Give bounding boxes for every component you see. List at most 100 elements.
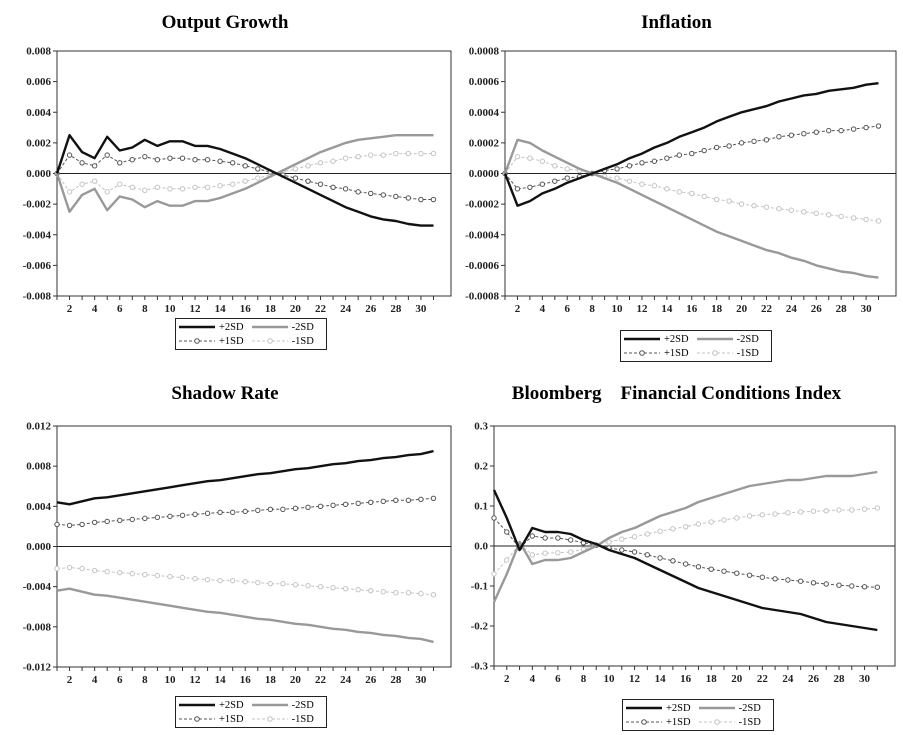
x-tick-label: 8 (589, 303, 595, 315)
data-point (104, 568, 110, 575)
legend-item: -1SD (251, 713, 314, 725)
data-point (746, 572, 753, 578)
chart-title: Shadow Rate (171, 383, 279, 404)
y-tick-label: 0.000 (26, 168, 51, 180)
data-point (305, 504, 311, 511)
data-point (776, 206, 782, 212)
legend-item: -2SD (698, 702, 761, 714)
data-point (567, 537, 574, 543)
data-point (292, 505, 299, 512)
data-point (204, 510, 211, 517)
data-point (242, 163, 248, 169)
plot-area: -0.3 -0.2 -0.1 0.0 0.1 0.2 0.3 2 4 6 8 10 12 14 16 18 20… (450, 370, 903, 735)
data-point (772, 511, 778, 517)
data-point (117, 569, 123, 576)
data-point (204, 184, 211, 190)
y-tick-label: -0.3 (471, 661, 489, 673)
x-tick-label: 24 (786, 303, 798, 315)
data-point (380, 498, 386, 505)
x-tick-label: 20 (731, 673, 743, 685)
x-tick-label: 10 (604, 673, 616, 685)
data-point (514, 186, 521, 192)
x-tick-label: 14 (215, 303, 227, 315)
y-tick-label: 0.008 (26, 461, 51, 473)
data-point (129, 157, 135, 163)
legend-item: -1SD (251, 336, 314, 347)
data-point (701, 193, 707, 200)
legend-label: -2SD (738, 702, 761, 714)
y-tick-label: 0.004 (26, 501, 51, 513)
data-point (117, 517, 123, 524)
x-tick-label: 16 (240, 674, 252, 686)
data-point (179, 186, 186, 192)
data-point (514, 153, 521, 160)
data-point (776, 134, 782, 140)
data-point (405, 150, 412, 157)
data-point (850, 126, 857, 132)
data-point (242, 178, 248, 184)
x-tick-label: 8 (581, 673, 587, 685)
x-tick-label: 18 (711, 303, 723, 315)
data-point (813, 210, 819, 217)
y-tick-label: -0.012 (23, 662, 52, 674)
x-tick-label: 16 (240, 303, 252, 315)
x-tick-label: 2 (504, 673, 510, 685)
data-point (280, 580, 286, 587)
chart-title: Output Growth (161, 12, 289, 33)
data-point (788, 207, 795, 213)
data-point (810, 508, 817, 514)
x-tick-label: 10 (612, 303, 624, 315)
data-point (849, 583, 855, 589)
legend-label: +2SD (219, 321, 244, 333)
data-point (79, 521, 85, 528)
data-point (676, 189, 683, 195)
data-point (267, 506, 274, 513)
data-point (179, 574, 186, 581)
data-point (66, 152, 73, 158)
x-tick-label: 28 (390, 303, 402, 315)
data-point (66, 564, 73, 571)
data-point (104, 518, 110, 525)
data-point (393, 589, 399, 596)
data-point (639, 181, 645, 187)
chart-svg-inflation: -0.0008 -0.0006 -0.0004 -0.0002 0.0000 0.0002… (465, 46, 897, 315)
data-point (91, 519, 98, 526)
data-point (695, 521, 702, 527)
y-tick-label: -0.004 (23, 581, 52, 593)
x-tick-label: 30 (859, 673, 871, 685)
data-point (393, 497, 399, 504)
data-point (863, 216, 869, 223)
data-point (763, 137, 770, 143)
chart-svg-output-growth: -0.008 -0.006 -0.004 -0.002 0.000 0.002 0.004 0… (23, 46, 452, 315)
y-tick-label: 0.006 (26, 76, 51, 88)
y-tick-label: -0.008 (23, 621, 52, 633)
data-point (330, 184, 336, 190)
data-point (875, 123, 882, 129)
y-tick-label: 0.0 (474, 541, 488, 553)
chart-title: Inflation (641, 12, 712, 33)
data-point (330, 158, 336, 164)
data-point (267, 580, 274, 587)
legend-label: -1SD (291, 713, 314, 725)
legend-label: +1SD (219, 335, 244, 347)
data-point (863, 124, 869, 131)
legend-item: +1SD (179, 714, 244, 725)
data-point (785, 510, 791, 516)
data-point (393, 150, 399, 157)
data-point (644, 552, 651, 558)
data-point (670, 526, 676, 532)
x-tick-label: 10 (164, 674, 176, 686)
x-tick-label: 18 (265, 303, 277, 315)
legend-label: +1SD (219, 713, 244, 725)
y-tick-label: -0.0004 (465, 229, 499, 241)
data-point (255, 175, 261, 181)
data-point (292, 581, 299, 588)
data-point (368, 190, 374, 197)
data-point (734, 515, 740, 521)
data-point (217, 183, 223, 189)
data-point (192, 184, 198, 190)
data-point (167, 513, 173, 520)
data-point (430, 495, 437, 502)
legend-item: +1SD (179, 336, 244, 347)
x-tick-label: 18 (706, 673, 718, 685)
